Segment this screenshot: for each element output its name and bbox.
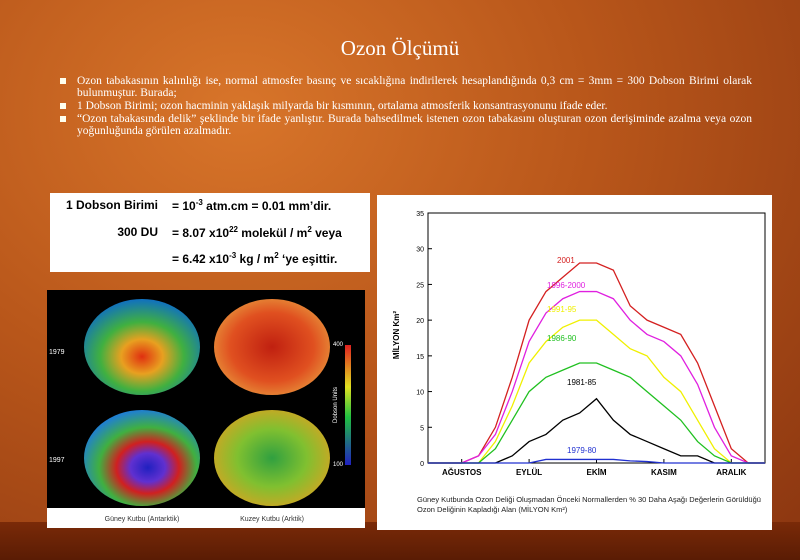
series-line (428, 262, 765, 464)
text: = 10 (172, 199, 196, 213)
series-line (428, 290, 765, 464)
text: = 8.07 x10 (172, 226, 230, 240)
y-axis-label: MİLYON Km² (392, 311, 401, 359)
y-tick-label: 20 (416, 318, 424, 325)
x-tick-label: AĞUSTOS (442, 468, 482, 477)
globe (214, 299, 330, 395)
x-tick-label: EKİM (587, 468, 607, 477)
year-label: 1997 (49, 457, 65, 464)
globe (214, 410, 330, 506)
text: veya (311, 226, 342, 240)
series-line (428, 362, 765, 464)
value: = 8.07 x1022 molekül / m2 veya (172, 225, 342, 240)
text: kg / m (236, 252, 275, 266)
caption-bg (47, 508, 365, 528)
caption-box: Güney Kutbunda Ozon Deliği Oluşmadan Önc… (417, 495, 761, 514)
y-tick-label: 30 (416, 247, 424, 254)
scale-min: 100 (333, 462, 344, 468)
x-tick-label: EYLÜL (516, 468, 542, 477)
series-line (428, 458, 765, 464)
series-label: 1981-85 (567, 378, 597, 387)
series-label: 1979-80 (567, 446, 597, 455)
y-tick-label: 25 (416, 282, 424, 289)
text: ‘ye eşittir. (278, 252, 338, 266)
sup: -3 (195, 198, 203, 207)
sup: 22 (229, 225, 238, 234)
text: molekül / m (237, 226, 308, 240)
text: atm.cm = 0.01 mm’dir. (202, 199, 332, 213)
globe (84, 299, 200, 395)
color-scale (345, 345, 351, 465)
x-tick-label: ARALIK (716, 468, 746, 477)
value: = 6.42 x10-3 kg / m2 ‘ye eşittir. (172, 251, 337, 266)
ozon-maps: 1979 1997 400 100 Dobson Units Güney Kut… (47, 290, 365, 528)
text: = 6.42 x10 (172, 252, 230, 266)
y-tick-label: 35 (416, 211, 424, 218)
bullet-list: Ozon tabakasının kalınlığı ise, normal a… (60, 75, 752, 138)
plot-frame (427, 212, 766, 464)
series-label: 1996-2000 (547, 281, 586, 290)
bullet: 1 Dobson Birimi; ozon hacminin yaklaşık … (60, 100, 752, 112)
sup: 2 (274, 251, 279, 260)
scale-title: Dobson Units (333, 387, 339, 423)
y-tick-label: 10 (416, 390, 424, 397)
series-line (428, 397, 765, 464)
series-label: 1991-95 (547, 305, 577, 314)
y-tick-label: 0 (420, 461, 424, 468)
caption: Kuzey Kutbu (Arktik) (240, 516, 304, 523)
slide-title: Ozon Ölçümü (340, 36, 460, 60)
scale-max: 400 (333, 342, 344, 348)
x-tick-label: KASIM (651, 468, 677, 477)
series-line (428, 319, 765, 464)
value: = 10-3 atm.cm = 0.01 mm’dir. (172, 198, 331, 213)
sup: 2 (307, 225, 312, 234)
label: 1 Dobson Birimi (65, 198, 158, 212)
y-tick-label: 15 (416, 354, 424, 361)
chart-caption: Güney Kutbunda Ozon Deliği Oluşmadan Önc… (417, 495, 761, 514)
dobson-box: 1 Dobson Birimi = 10-3 atm.cm = 0.01 mm’d… (50, 193, 370, 272)
bullet: Ozon tabakasının kalınlığı ise, normal a… (60, 75, 752, 99)
label: 300 DU (117, 225, 158, 239)
globe (84, 410, 200, 506)
caption: Güney Kutbu (Antarktik) (105, 516, 180, 523)
y-tick-label: 5 (420, 425, 424, 432)
series-label: 1986-90 (547, 334, 577, 343)
bullet: “Ozon tabakasında delik” şeklinde bir if… (60, 113, 752, 137)
year-label: 1979 (49, 349, 65, 356)
chart: 0 5 10 15 20 25 30 35 AĞUSTOS EYLÜL EKİM KASIM ARALI… (377, 195, 772, 530)
series-label: 2001 (557, 256, 575, 265)
sup: -3 (229, 251, 237, 260)
